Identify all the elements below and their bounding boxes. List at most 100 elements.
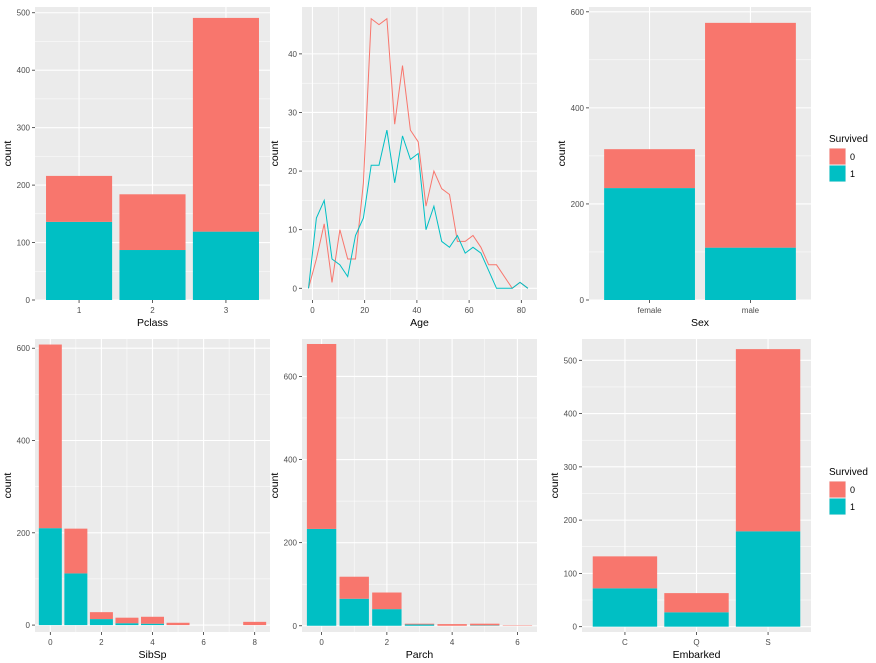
bar-survived-0 xyxy=(38,528,62,626)
bar-survived-1 xyxy=(339,598,369,626)
x-tick-label: 4 xyxy=(450,638,455,647)
y-tick-label: 0 xyxy=(573,623,578,632)
y-axis-title: count xyxy=(269,141,281,167)
legend-label-1: 1 xyxy=(850,169,855,179)
y-tick-label: 200 xyxy=(17,529,31,538)
bar-survived-2 xyxy=(89,619,113,626)
y-tick-label: 200 xyxy=(571,200,585,209)
panel-sex: 0 200 400 600 female male Sex count xyxy=(556,7,811,329)
y-axis-title: count xyxy=(269,473,281,499)
bar-survived-3 xyxy=(192,231,259,300)
x-tick-label: 0 xyxy=(310,306,315,315)
panel-sibsp: 0 200 400 600 0 2 4 6 8 SibSp count xyxy=(2,339,270,661)
y-tick-label: 400 xyxy=(17,437,31,446)
y-tick-label: 500 xyxy=(564,356,578,365)
x-tick-label: 2 xyxy=(99,638,104,647)
x-tick-label: 0 xyxy=(48,638,53,647)
bar-survived-male xyxy=(705,247,796,300)
x-tick-label: 2 xyxy=(150,306,155,315)
y-tick-label: 200 xyxy=(284,539,298,548)
panel-pclass: 0 100 200 300 400 500 1 2 3 Pclass count xyxy=(2,7,270,329)
legend-swatch-0 xyxy=(829,148,846,165)
x-tick-label: 20 xyxy=(360,306,369,315)
x-tick-label: 1 xyxy=(77,306,82,315)
bar-survived-4 xyxy=(141,623,164,626)
y-axis-title: count xyxy=(2,473,14,499)
y-tick-label: 0 xyxy=(580,296,585,305)
y-tick-label: 0 xyxy=(293,284,298,293)
y-tick-label: 500 xyxy=(17,9,31,18)
y-tick-label: 300 xyxy=(564,463,578,472)
bar-died-Q xyxy=(664,593,729,613)
y-tick-label: 400 xyxy=(17,66,31,75)
bar-died-4 xyxy=(437,624,467,626)
x-tick-label: 2 xyxy=(385,638,390,647)
panel-parch: 0 200 400 600 0 2 4 6 Parch count xyxy=(269,339,537,661)
bar-died-male xyxy=(705,22,796,248)
panel-embarked: 0 100 200 300 400 500 C Q S Embarked count xyxy=(549,339,811,661)
legend-survived-2: Survived 0 1 xyxy=(829,467,868,515)
bar-died-3 xyxy=(404,623,435,625)
bar-died-1 xyxy=(64,528,88,574)
y-tick-label: 0 xyxy=(26,621,31,630)
x-axis-title: SibSp xyxy=(138,649,166,661)
x-tick-label: 0 xyxy=(319,638,324,647)
bar-survived-2 xyxy=(119,250,186,300)
panel-age: 0 10 20 30 40 0 20 40 60 80 Age count xyxy=(269,7,537,329)
y-tick-label: 0 xyxy=(26,296,31,305)
x-tick-label: 40 xyxy=(412,306,421,315)
y-tick-label: 20 xyxy=(288,167,297,176)
x-tick-label: 8 xyxy=(252,638,257,647)
bar-survived-1 xyxy=(46,221,113,300)
bar-died-0 xyxy=(306,343,337,529)
bar-died-female xyxy=(604,149,695,189)
y-tick-label: 100 xyxy=(17,239,31,248)
x-tick-label: 60 xyxy=(465,306,474,315)
bar-died-2 xyxy=(89,612,113,620)
age-line-survived xyxy=(308,129,529,289)
x-tick-label: 6 xyxy=(201,638,206,647)
bar-died-3 xyxy=(192,17,259,232)
bar-survived-2 xyxy=(372,609,402,626)
bar-survived-Q xyxy=(664,612,729,627)
bar-died-3 xyxy=(115,617,139,624)
bar-died-C xyxy=(592,556,658,589)
x-tick-label: male xyxy=(742,306,760,315)
legend-title: Survived xyxy=(829,134,868,145)
y-axis-title: count xyxy=(549,473,561,499)
bar-died-S xyxy=(735,349,801,532)
bar-died-4 xyxy=(141,616,164,624)
legend-swatch-1 xyxy=(829,165,846,182)
y-tick-label: 100 xyxy=(564,569,578,578)
bar-survived-1 xyxy=(64,573,88,626)
x-axis-title: Age xyxy=(410,317,429,329)
legend-survived-1: Survived 0 1 xyxy=(829,134,868,182)
legend-swatch-1 xyxy=(829,498,846,515)
bar-survived-C xyxy=(592,588,658,627)
bar-died-0 xyxy=(38,344,62,529)
bar-died-2 xyxy=(119,194,186,251)
x-axis-title: Sex xyxy=(691,317,710,329)
y-tick-label: 40 xyxy=(288,50,297,59)
bar-survived-0 xyxy=(306,528,337,626)
y-tick-label: 200 xyxy=(17,181,31,190)
bar-died-1 xyxy=(46,175,113,222)
legend-label-1: 1 xyxy=(850,502,855,512)
bar-died-5 xyxy=(470,623,500,626)
bar-survived-3 xyxy=(404,624,435,626)
y-tick-label: 30 xyxy=(288,108,297,117)
y-tick-label: 400 xyxy=(284,456,298,465)
y-tick-label: 0 xyxy=(293,622,298,631)
x-tick-label: C xyxy=(622,638,628,647)
bar-died-2 xyxy=(372,592,402,610)
x-tick-label: Q xyxy=(693,638,699,647)
bar-died-5 xyxy=(166,622,190,626)
x-tick-label: 4 xyxy=(150,638,155,647)
bar-survived-3 xyxy=(115,623,139,626)
y-tick-label: 600 xyxy=(571,8,585,17)
y-tick-label: 600 xyxy=(284,372,298,381)
x-tick-label: female xyxy=(638,306,663,315)
y-tick-label: 200 xyxy=(564,516,578,525)
